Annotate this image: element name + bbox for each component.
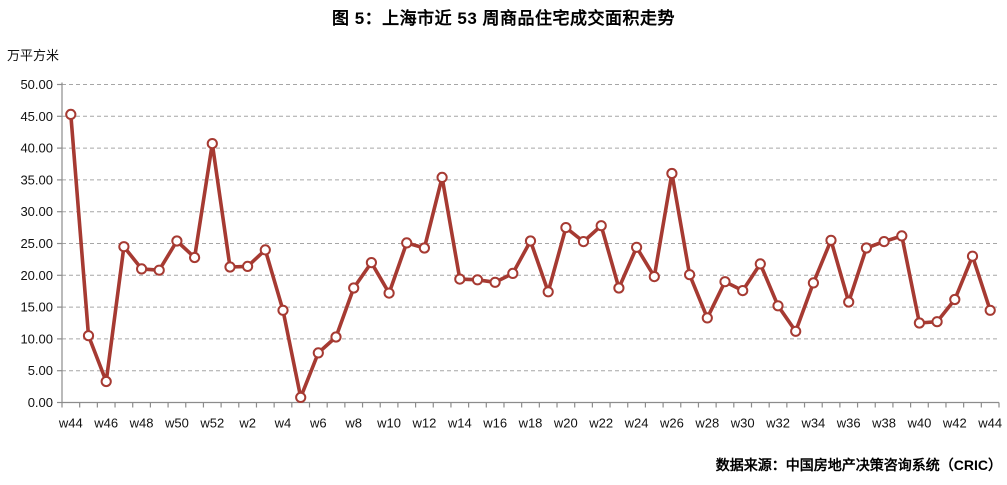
data-point-marker bbox=[295, 391, 307, 403]
data-point-marker bbox=[560, 222, 572, 234]
y-tick-label: 0.00 bbox=[28, 395, 53, 410]
data-point-marker bbox=[454, 273, 466, 285]
data-point-marker bbox=[136, 263, 148, 275]
data-point-marker bbox=[595, 220, 607, 232]
x-tick-label: w16 bbox=[482, 416, 507, 431]
data-point-marker bbox=[418, 242, 430, 254]
data-point-marker bbox=[825, 234, 837, 246]
data-point-marker bbox=[754, 258, 766, 270]
y-tick-label: 20.00 bbox=[20, 268, 53, 283]
y-tick-label: 50.00 bbox=[20, 77, 53, 92]
x-tick-label: w34 bbox=[800, 416, 825, 431]
data-point-marker bbox=[648, 271, 660, 283]
data-point-marker bbox=[878, 236, 890, 248]
x-tick-label: w26 bbox=[659, 416, 684, 431]
data-point-marker bbox=[100, 375, 112, 388]
y-tick-label: 40.00 bbox=[20, 141, 53, 156]
data-point-marker bbox=[613, 282, 625, 294]
data-point-marker bbox=[631, 241, 643, 253]
x-tick-label: w40 bbox=[907, 416, 932, 431]
data-point-marker bbox=[666, 167, 678, 180]
y-tick-label: 30.00 bbox=[20, 204, 53, 219]
data-point-marker bbox=[507, 267, 519, 279]
x-tick-label: w48 bbox=[129, 416, 154, 431]
data-point-marker bbox=[242, 260, 254, 272]
y-tick-label: 45.00 bbox=[20, 109, 53, 124]
data-point-marker bbox=[542, 286, 554, 298]
data-point-marker bbox=[949, 293, 961, 306]
x-tick-label: w12 bbox=[411, 416, 436, 431]
x-tick-label: w4 bbox=[274, 416, 292, 431]
x-tick-label: w32 bbox=[765, 416, 790, 431]
x-tick-label: w44 bbox=[58, 416, 83, 431]
data-point-marker bbox=[330, 331, 342, 343]
data-point-marker bbox=[118, 241, 130, 253]
data-point-marker bbox=[82, 330, 95, 342]
data-point-marker bbox=[171, 235, 183, 247]
x-tick-label: w24 bbox=[624, 416, 649, 431]
data-point-marker bbox=[684, 269, 696, 281]
data-point-marker bbox=[259, 244, 271, 256]
data-point-marker bbox=[189, 251, 201, 264]
x-tick-label: w46 bbox=[93, 416, 118, 431]
x-tick-label: w38 bbox=[871, 416, 896, 431]
x-tick-label: w10 bbox=[376, 416, 401, 431]
data-source: 数据来源：中国房地产决策咨询系统（CRIC） bbox=[715, 457, 1002, 473]
data-point-marker bbox=[790, 325, 802, 337]
data-point-marker bbox=[719, 276, 731, 288]
data-point-marker bbox=[524, 235, 537, 247]
series-line bbox=[69, 112, 993, 400]
y-axis-unit-label: 万平方米 bbox=[7, 48, 60, 63]
data-point-marker bbox=[383, 287, 395, 299]
y-tick-label: 15.00 bbox=[20, 300, 53, 315]
x-tick-label: w14 bbox=[447, 416, 472, 431]
x-tick-label: w50 bbox=[164, 416, 189, 431]
data-point-marker bbox=[772, 300, 784, 312]
chart-title: 图 5：上海市近 53 周商品住宅成交面积走势 bbox=[331, 9, 676, 28]
x-tick-label: w6 bbox=[309, 416, 327, 431]
data-point-marker bbox=[153, 264, 165, 276]
x-tick-label: w36 bbox=[836, 416, 861, 431]
data-point-marker bbox=[860, 242, 873, 254]
x-tick-label: w2 bbox=[238, 416, 256, 431]
x-tick-label: w52 bbox=[199, 416, 224, 431]
x-tick-label: w44 bbox=[977, 416, 1002, 431]
data-point-marker bbox=[401, 237, 413, 249]
data-point-marker bbox=[65, 108, 77, 121]
data-point-marker bbox=[913, 317, 926, 329]
data-point-marker bbox=[348, 282, 360, 294]
x-tick-label: w42 bbox=[942, 416, 967, 431]
x-tick-label: w8 bbox=[344, 416, 362, 431]
data-point-marker bbox=[737, 285, 749, 297]
data-point-marker bbox=[436, 171, 448, 183]
y-tick-label: 35.00 bbox=[20, 172, 53, 187]
data-point-marker bbox=[365, 257, 377, 269]
x-tick-label: w28 bbox=[694, 416, 719, 431]
data-point-marker bbox=[966, 250, 979, 262]
data-point-marker bbox=[489, 276, 501, 288]
data-point-marker bbox=[312, 347, 324, 359]
x-tick-label: w18 bbox=[518, 416, 543, 431]
data-point-marker bbox=[896, 230, 908, 242]
data-point-marker bbox=[807, 277, 820, 289]
y-tick-label: 25.00 bbox=[20, 236, 53, 251]
data-point-marker bbox=[206, 138, 218, 150]
y-tick-label: 10.00 bbox=[20, 331, 53, 346]
x-tick-label: w20 bbox=[553, 416, 578, 431]
y-tick-label: 5.00 bbox=[28, 363, 53, 378]
data-point-marker bbox=[984, 304, 996, 316]
data-point-marker bbox=[277, 304, 289, 316]
x-tick-label: w30 bbox=[730, 416, 755, 431]
data-point-marker bbox=[224, 261, 236, 273]
data-point-marker bbox=[577, 236, 590, 248]
data-point-marker bbox=[701, 312, 713, 324]
line-chart: 0.00 5.00 10.00 15.00 20.00 25.00 30.00 35.00 40… bbox=[20, 77, 1002, 431]
data-point-marker bbox=[471, 274, 484, 286]
data-point-marker bbox=[843, 296, 855, 308]
data-point-marker bbox=[931, 316, 943, 328]
x-tick-label: w22 bbox=[588, 416, 613, 431]
